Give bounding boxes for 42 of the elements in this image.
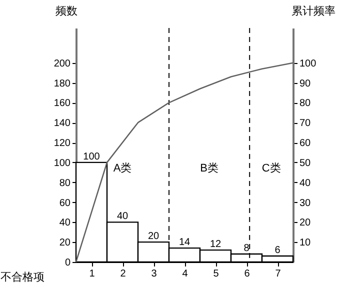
- y-tick-label: 20: [59, 238, 71, 249]
- y-tick-label: 40: [59, 218, 71, 229]
- data-label: 100: [83, 151, 100, 162]
- x-tick-label: 2: [120, 268, 126, 280]
- x-tick-label: 6: [244, 268, 250, 280]
- data-label: 20: [148, 231, 160, 242]
- y2-tick-label: 60: [300, 138, 312, 150]
- y-tick-label: 180: [54, 78, 71, 90]
- y2-tick-label: 30: [300, 198, 312, 209]
- annotation: B类: [200, 161, 218, 174]
- y2-tick-label: 80: [300, 98, 312, 110]
- annotation: A类: [113, 161, 132, 174]
- line-series: [75, 62, 294, 263]
- annotation: C类: [262, 161, 281, 174]
- y2-tick-label: 50: [300, 158, 312, 169]
- data-label: 12: [210, 239, 222, 250]
- y-tick-label: 80: [59, 178, 71, 189]
- x-tick-label: 3: [151, 268, 158, 280]
- x-tick-label: 1: [89, 268, 96, 280]
- y-tick-label: 0: [64, 258, 71, 268]
- x-axis-title: 不合格项: [0, 270, 44, 284]
- data-label: 14: [178, 237, 190, 248]
- y-tick-label: 140: [54, 118, 71, 130]
- data-label: 40: [116, 211, 128, 222]
- y2-tick-label: 100: [300, 58, 317, 70]
- y2-axis-title: 累计频率: [292, 4, 336, 18]
- y2-tick-label: 70: [300, 118, 312, 130]
- y2-tick-label: 40: [300, 178, 312, 189]
- x-tick-label: 4: [182, 268, 188, 280]
- data-label: 8: [244, 243, 250, 254]
- y-tick-label: 160: [54, 98, 71, 110]
- y2-tick-label: 20: [300, 218, 312, 229]
- y-tick-label: 100: [54, 158, 71, 169]
- y2-tick-label: 10: [300, 238, 312, 249]
- y-tick-label: 60: [59, 198, 71, 209]
- data-label: 6: [274, 245, 281, 256]
- x-tick-label: 5: [213, 268, 220, 280]
- x-tick-label: 7: [275, 268, 282, 280]
- y-tick-label: 200: [54, 58, 71, 70]
- y-tick-label: 120: [54, 138, 71, 150]
- y-axis-title: 频数: [56, 6, 78, 18]
- y2-tick-label: 90: [300, 78, 312, 90]
